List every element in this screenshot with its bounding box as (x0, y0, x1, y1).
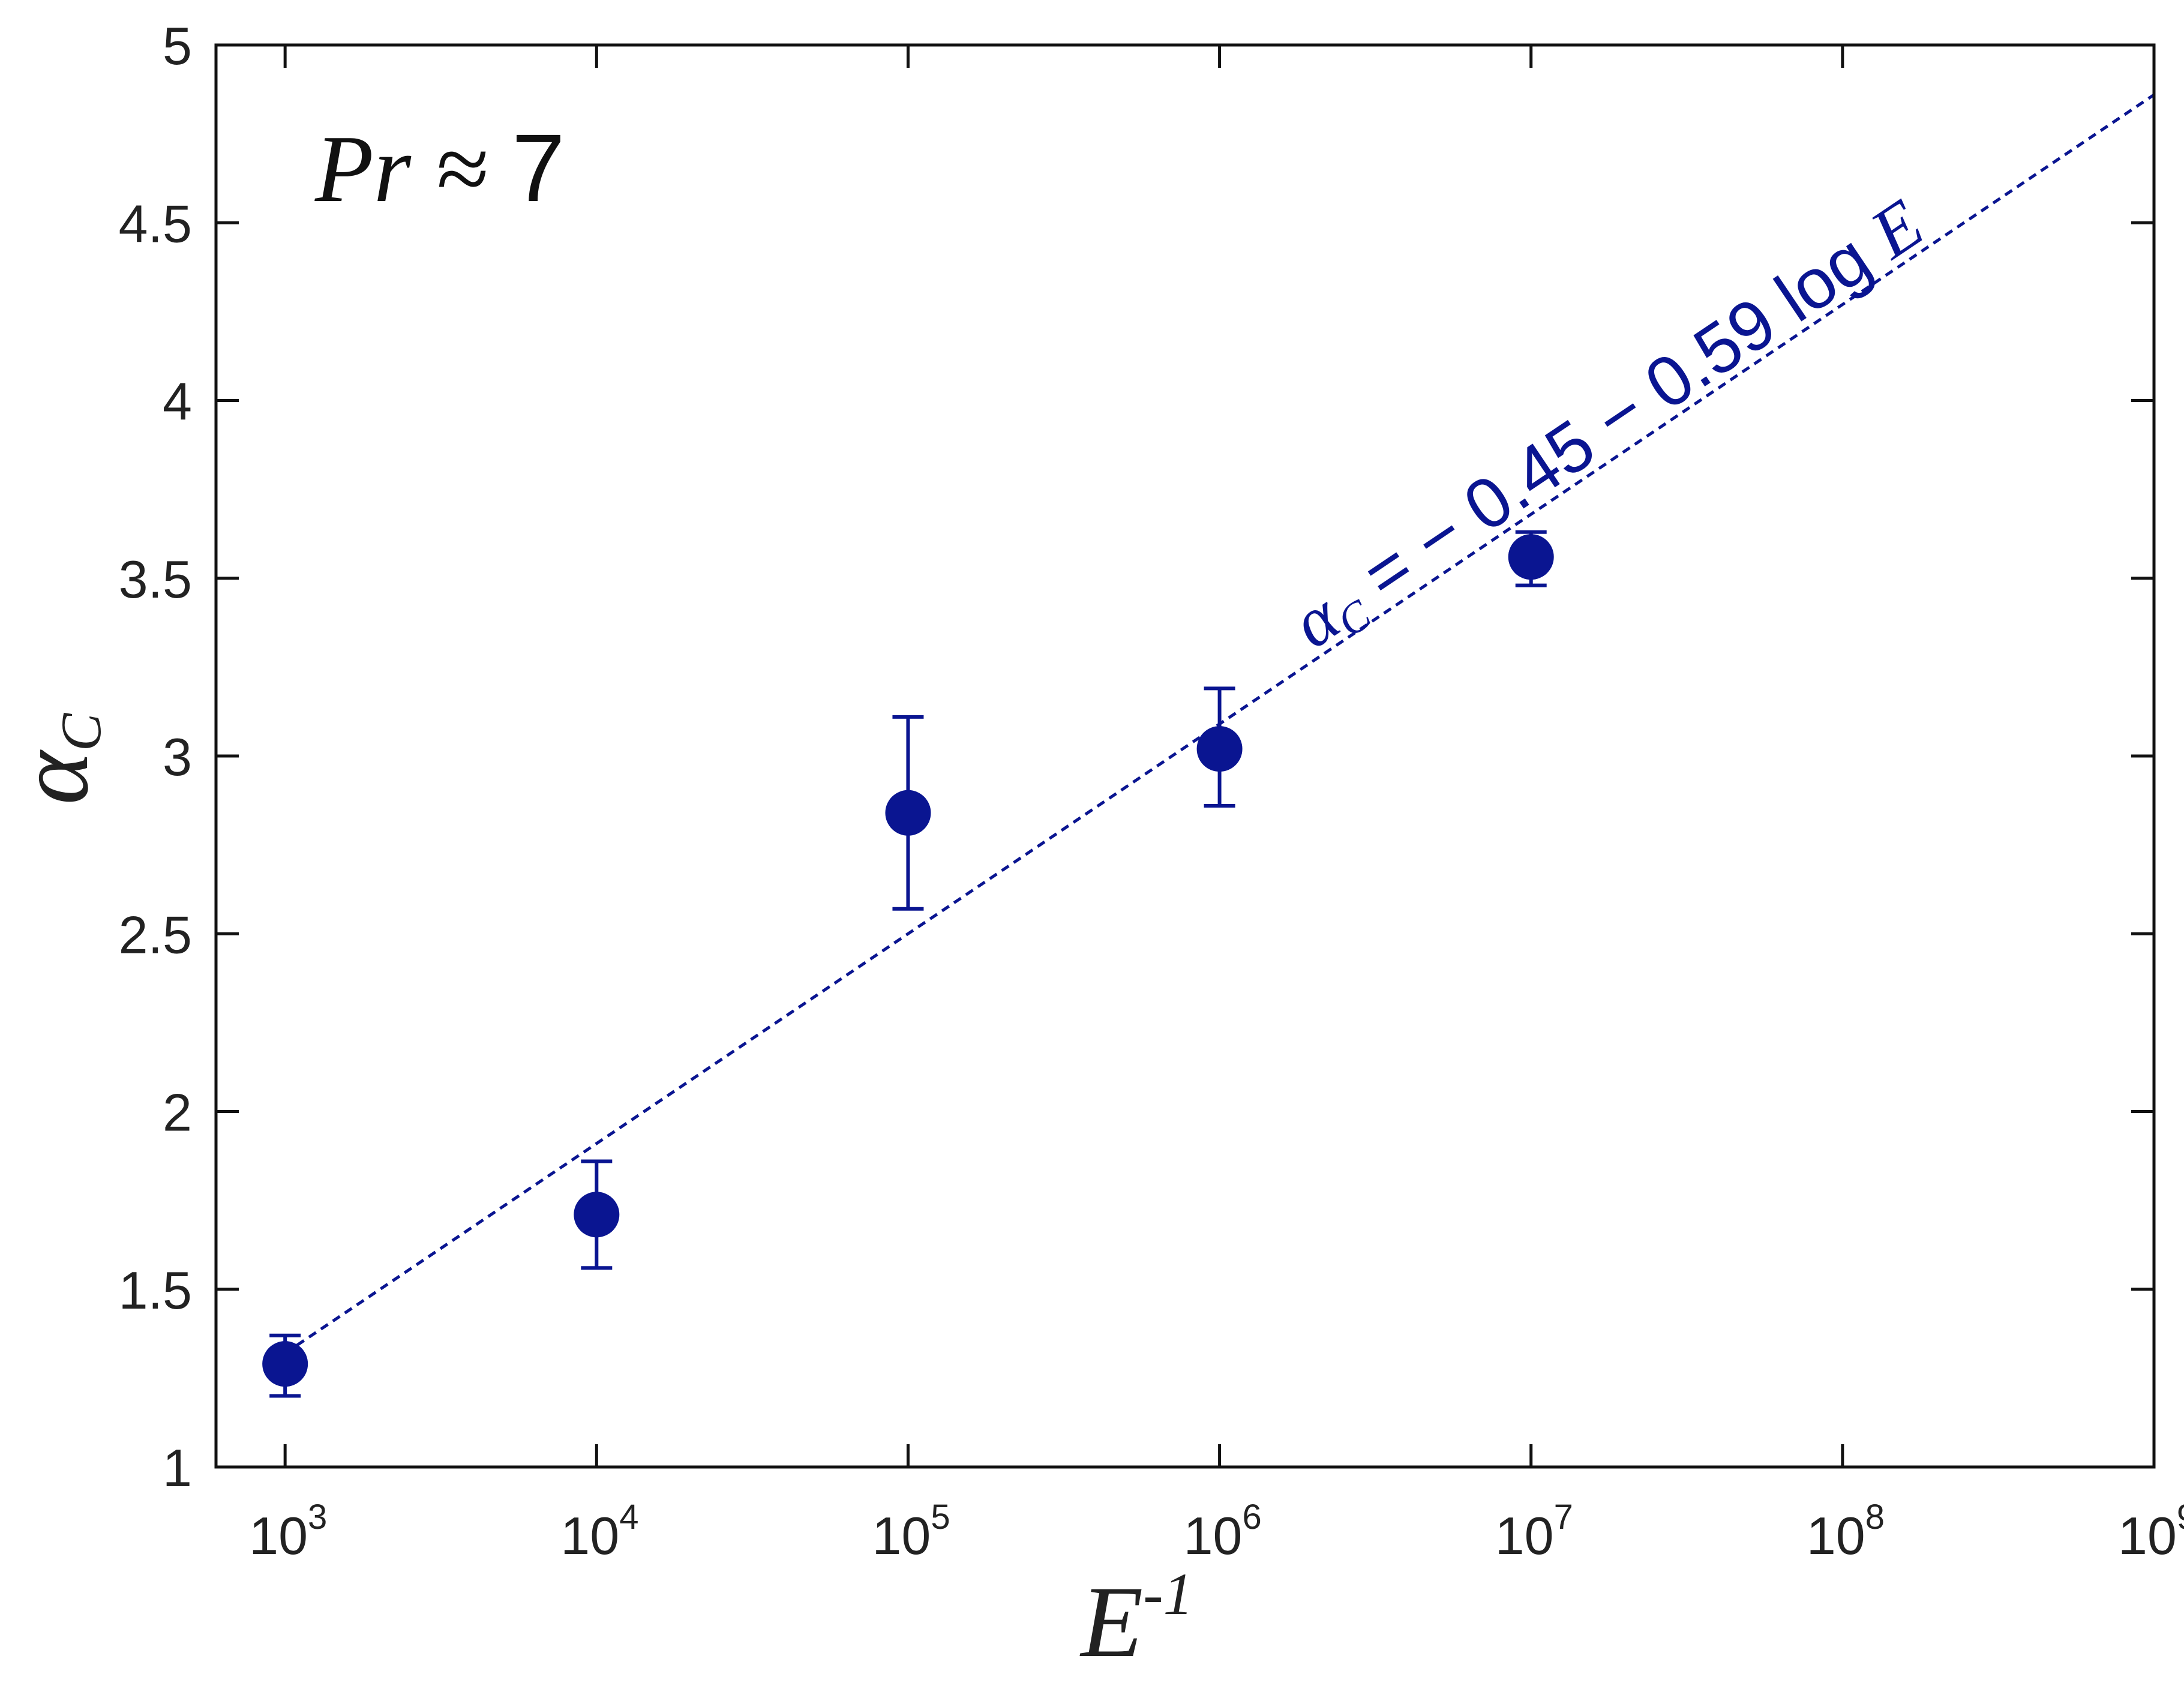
data-point (574, 1159, 620, 1270)
y-tick-label: 1 (163, 1438, 192, 1498)
y-tick-label: 2.5 (119, 905, 192, 964)
data-marker (262, 1341, 308, 1387)
annotation-pr: Pr ≈ 7 (314, 114, 565, 222)
x-axis-title: E-1 (1079, 1561, 1193, 1678)
y-tick-label: 4.5 (119, 194, 192, 253)
tick-labels: 103 104 105 106 107 108 109 1 1.5 2 2.5 3 3.5 4 4.5 5 (119, 16, 2184, 1565)
data-point (1196, 686, 1243, 808)
y-tick-label: 2 (163, 1083, 192, 1142)
y-axis-title-base: α (0, 749, 109, 805)
x-tick-label: 105 (872, 1498, 950, 1565)
y-tick-label: 3 (163, 727, 192, 787)
x-tick-label: 106 (1184, 1498, 1262, 1565)
data-point (1508, 530, 1554, 587)
x-tick-label: 104 (560, 1498, 638, 1565)
y-axis-title-sub: C (49, 712, 113, 751)
data-point (885, 715, 931, 911)
data-points (262, 530, 1554, 1398)
x-tick-label: 103 (249, 1498, 327, 1565)
plot-frame (214, 43, 2156, 1469)
annotation-pr-value: 7 (512, 114, 565, 221)
y-tick-label: 4 (163, 372, 192, 431)
y-tick-label: 1.5 (119, 1261, 192, 1320)
x-tick-label: 109 (2118, 1498, 2184, 1565)
data-marker (1508, 534, 1554, 580)
data-marker (1196, 726, 1243, 772)
annotation-pr-base: Pr ≈ (314, 115, 512, 222)
x-tick-label: 107 (1495, 1498, 1573, 1565)
data-marker (885, 790, 931, 836)
y-axis-title: αC (0, 712, 113, 805)
y-tick-label: 5 (163, 16, 192, 76)
x-tick-label: 108 (1807, 1498, 1885, 1565)
x-axis-title-base: E (1079, 1565, 1143, 1678)
data-marker (574, 1192, 620, 1238)
y-tick-label: 3.5 (119, 550, 192, 609)
data-point (262, 1333, 308, 1398)
x-axis-title-sup: -1 (1143, 1561, 1193, 1627)
